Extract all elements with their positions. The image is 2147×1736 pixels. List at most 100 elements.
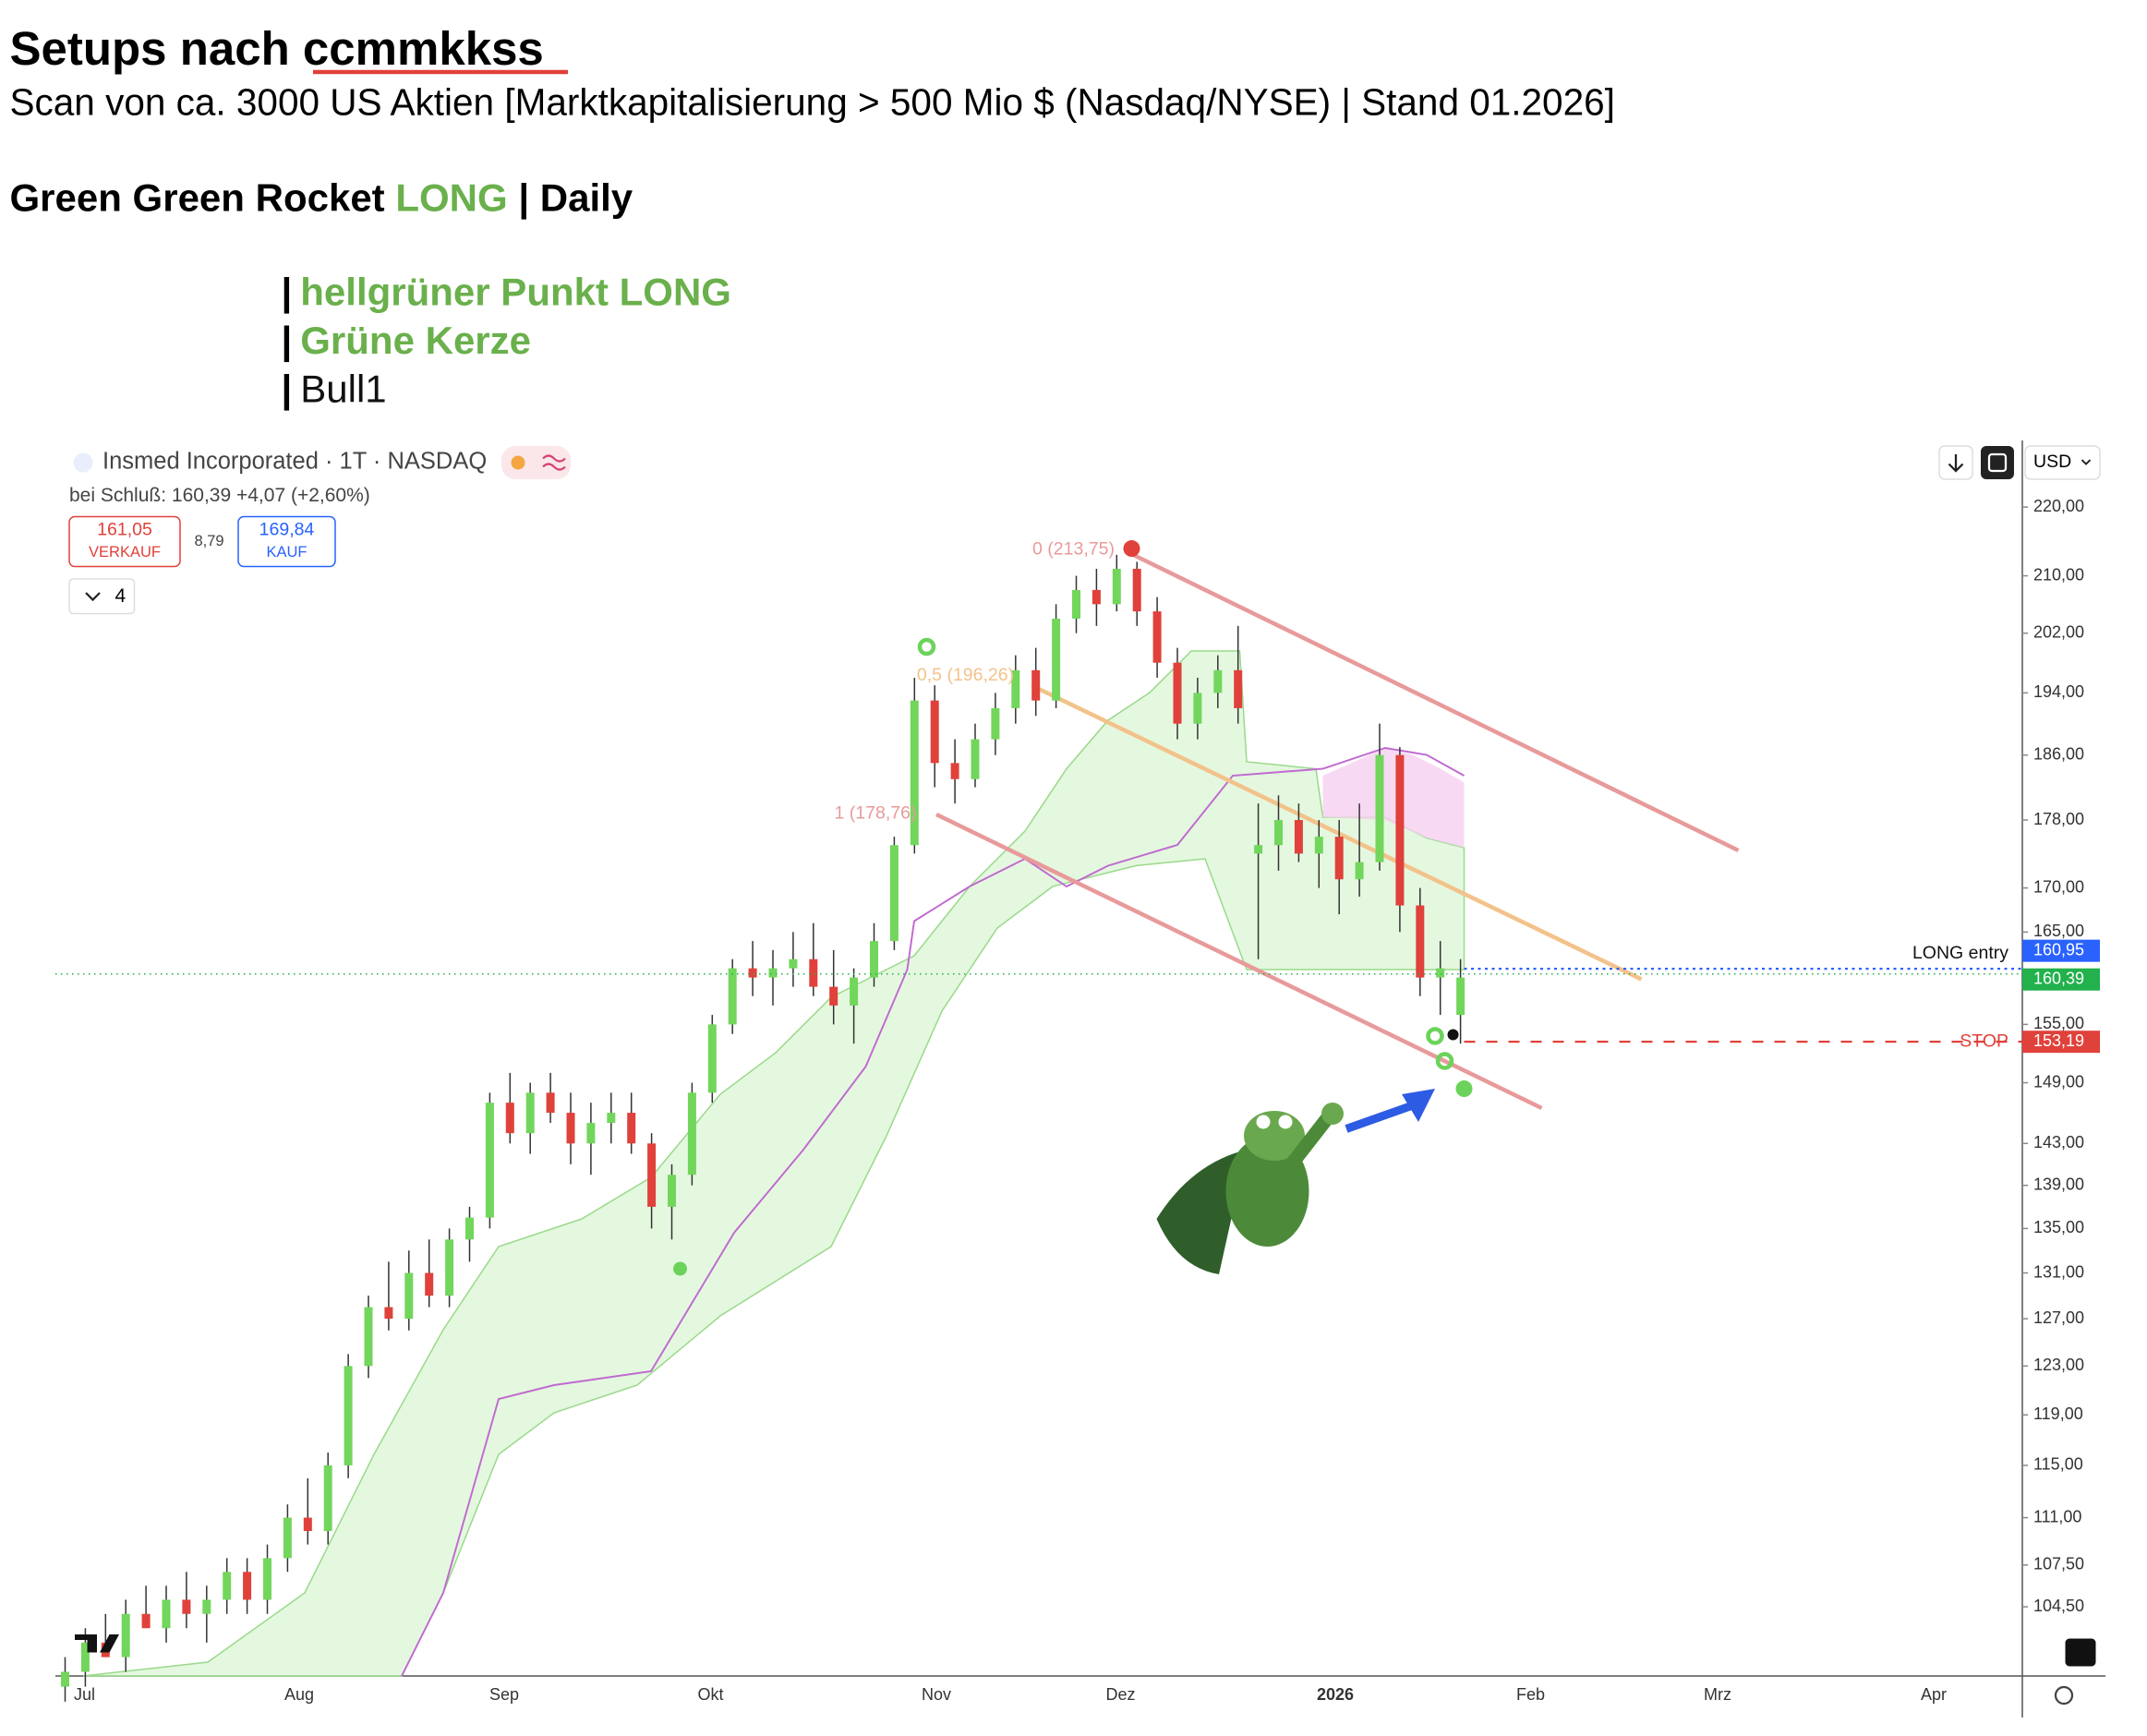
channel-lower (935, 812, 1543, 1111)
candle-body (404, 1272, 414, 1320)
candle-body (505, 1103, 514, 1134)
auto-scale-button[interactable] (2031, 1638, 2058, 1667)
x-tick-label: Nov (922, 1685, 951, 1704)
candle-body (707, 1024, 717, 1093)
candle-body (728, 968, 737, 1025)
x-tick-label: Mrz (1704, 1685, 1731, 1704)
indicator-toggle[interactable] (68, 578, 136, 615)
candle-body (1052, 618, 1061, 701)
candle-body (971, 739, 980, 779)
candle-body (283, 1517, 292, 1559)
candle-body (303, 1517, 312, 1532)
price-label: 160,39 (2033, 969, 2084, 987)
cloud-bearish (1322, 748, 1465, 849)
strategy: Green Green Rocket LONG | Daily (10, 176, 633, 221)
candle-body (1355, 862, 1364, 880)
candle-body (80, 1642, 90, 1672)
criteria-item: | Grüne Kerze (282, 319, 532, 363)
y-tick-label: 107,50 (2033, 1555, 2084, 1573)
x-tick-label: Dez (1105, 1685, 1135, 1704)
close-change: +4,07 (+2,60%) (236, 485, 370, 506)
candle-body (485, 1103, 494, 1218)
fullscreen-icon (1987, 452, 2008, 473)
criteria-item: | Bull1 (282, 368, 387, 412)
candle-body (668, 1175, 676, 1207)
y-tick-label: 170,00 (2033, 877, 2084, 896)
price-level-name: STOP (1960, 1031, 2008, 1051)
y-tick-label: 115,00 (2033, 1455, 2083, 1474)
y-tick-label: 131,00 (2033, 1262, 2084, 1281)
currency-button[interactable] (2024, 445, 2101, 480)
y-tick-label: 135,00 (2033, 1218, 2084, 1236)
overlay: 0 (213,75) 0,5 (196,26) 1 (178,76) LONG ent… (55, 538, 2100, 1054)
buy-button[interactable] (237, 515, 336, 568)
candle-body (870, 941, 878, 978)
fullscreen-button[interactable] (1981, 446, 2014, 480)
candle-body (1011, 669, 1020, 708)
timeframe: Daily (540, 176, 633, 220)
title: Setups nach ccmmkkss (10, 22, 544, 75)
y-tick-label: 202,00 (2033, 622, 2084, 641)
candle-body (647, 1143, 657, 1207)
candle-body (748, 968, 757, 978)
candle-body (850, 977, 859, 1006)
candle-body (809, 958, 818, 987)
x-tick-label: Jul (74, 1685, 95, 1704)
candle-body (364, 1307, 373, 1367)
price-level-name: LONG entry (1912, 943, 2008, 963)
candle-body (445, 1239, 454, 1296)
candle-body (141, 1613, 151, 1629)
candle-body (1152, 611, 1162, 663)
bullet: | (282, 319, 293, 363)
candle-body (1334, 837, 1344, 880)
candle-body (1395, 754, 1405, 906)
candle-body (1031, 669, 1041, 701)
criteria-item: | hellgrüner Punkt LONG (282, 271, 731, 315)
data-delay-icon (542, 454, 566, 471)
y-tick-label: 119,00 (2033, 1404, 2083, 1423)
candle-body (202, 1599, 211, 1614)
close-label: bei Schluß: (69, 485, 166, 506)
candle-body (889, 845, 899, 942)
candle-body (263, 1558, 271, 1600)
candle-body (223, 1572, 232, 1600)
candle-body (1072, 589, 1080, 619)
y-tick-label: 139,00 (2033, 1175, 2084, 1193)
candle-body (607, 1113, 616, 1124)
y-tick-label: 111,00 (2033, 1507, 2081, 1525)
candle-body (1314, 837, 1323, 854)
indicator-caret (85, 592, 101, 602)
long-signal-dot (1455, 1080, 1473, 1098)
y-tick-label: 186,00 (2033, 744, 2084, 763)
y-tick-label: 104,50 (2033, 1597, 2084, 1615)
signal-dot (1123, 540, 1140, 558)
candle-body (1173, 662, 1182, 724)
candle-body (121, 1613, 130, 1658)
candle-body (789, 958, 798, 969)
symbol-logo (73, 452, 93, 473)
candle-body (182, 1599, 191, 1614)
candle-body (162, 1599, 171, 1629)
y-tick-label: 210,00 (2033, 565, 2084, 584)
candle-body (829, 986, 838, 1006)
candle-body (1416, 905, 1425, 978)
candle-body (627, 1113, 636, 1144)
sell-button[interactable] (68, 515, 181, 568)
currency: USD (2033, 452, 2071, 472)
sell-label: VERKAUF (89, 544, 161, 561)
x-tick-label: 2026 (1317, 1685, 1354, 1704)
arrow-shaft (1345, 1101, 1415, 1133)
x-tick-label: Apr (1921, 1685, 1947, 1704)
market-status-icon (511, 455, 525, 470)
subtitle: Scan von ca. 3000 US Aktien [Marktkapita… (10, 81, 1615, 124)
kijun-line (401, 747, 1465, 1677)
strategy-name: Green Green Rocket (10, 176, 385, 220)
candle-body (1092, 589, 1101, 605)
settings-button[interactable] (2054, 1685, 2074, 1706)
close-info: bei Schluß: 160,39 +4,07 (+2,60%) (69, 485, 370, 506)
candle-body (546, 1092, 555, 1114)
candle-body (1294, 820, 1303, 854)
log-scale-button[interactable] (2065, 1638, 2096, 1667)
